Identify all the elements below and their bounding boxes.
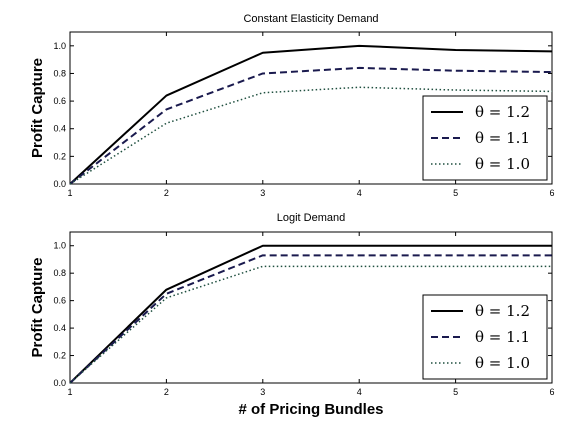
y-tick-label: 0.4 (53, 323, 66, 333)
x-tick-label: 1 (67, 387, 72, 397)
series-line-1 (69, 244, 552, 384)
legend-box (422, 95, 548, 181)
y-tick-label: 0.8 (53, 268, 66, 278)
legend: θ = 1.2 θ = 1.1 θ = 1.0 (422, 294, 548, 380)
x-tick-label: 6 (549, 387, 554, 397)
y-tick-label: 0.0 (53, 179, 66, 189)
y-tick-label: 0.6 (53, 96, 66, 106)
series-line-2 (69, 66, 553, 185)
legend-label: θ = 1.0 (475, 354, 530, 372)
y-tick-label: 1.0 (53, 41, 66, 51)
chart-panel-1: Constant Elasticity Demand 0.0 0.2 0.4 0.6 0.… (29, 13, 555, 198)
y-tick-label: 0.2 (53, 351, 66, 361)
x-tick-label: 4 (357, 387, 362, 397)
legend: θ = 1.2 θ = 1.1 θ = 1.0 (422, 95, 548, 181)
x-tick-label: 3 (260, 188, 265, 198)
chart-title: Logit Demand (277, 212, 346, 224)
y-tick-label: 0.8 (53, 68, 66, 78)
series-line-2 (69, 254, 552, 384)
legend-label: θ = 1.0 (475, 155, 530, 173)
y-tick-label: 1.0 (53, 241, 66, 251)
x-tick-label: 1 (67, 188, 72, 198)
y-tick-label: 0.2 (53, 151, 66, 161)
legend-label: θ = 1.2 (475, 302, 530, 320)
x-tick-label: 2 (164, 387, 169, 397)
x-tick-label: 4 (357, 188, 362, 198)
x-tick-label: 3 (260, 387, 265, 397)
series-line-3 (69, 86, 553, 185)
y-tick-label: 0.4 (53, 124, 66, 134)
x-axis-label: # of Pricing Bundles (238, 401, 383, 418)
chart-panel-2: Logit Demand 0.0 0.2 0.4 0.6 0.8 1.0 1 2 3 4 5 6 Prof… (29, 212, 555, 418)
x-tick-label: 5 (453, 188, 458, 198)
chart-title: Constant Elasticity Demand (243, 13, 378, 25)
legend-label: θ = 1.1 (475, 328, 530, 346)
series-line-1 (69, 44, 553, 185)
x-tick-label: 2 (164, 188, 169, 198)
x-tick-label: 5 (453, 387, 458, 397)
plot-frame (69, 31, 553, 185)
plot-frame (69, 231, 553, 384)
legend-label: θ = 1.1 (475, 129, 530, 147)
y-tick-label: 0.6 (53, 296, 66, 306)
legend-label: θ = 1.2 (475, 103, 530, 121)
x-tick-label: 6 (549, 188, 554, 198)
y-axis-label: Profit Capture (29, 58, 46, 158)
y-axis-label: Profit Capture (29, 257, 46, 357)
y-tick-label: 0.0 (53, 378, 66, 388)
